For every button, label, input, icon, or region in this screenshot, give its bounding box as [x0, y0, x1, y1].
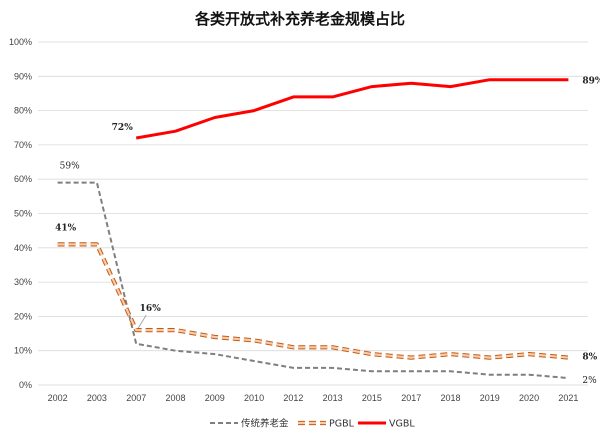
legend-item: 传统养老金: [210, 418, 289, 430]
data-label: 89%: [582, 77, 600, 87]
vgbl-line: [135, 78, 569, 140]
series-path: [135, 78, 569, 140]
data-label: 2%: [582, 376, 597, 386]
label-leaders: [137, 314, 147, 329]
data-label: 16%: [140, 304, 162, 314]
x-tick-label: 2010: [244, 393, 264, 403]
legend: 传统养老金 PGBL VGBL: [210, 418, 415, 430]
data-label: 8%: [582, 353, 597, 363]
legend-label: 传统养老金: [241, 418, 289, 430]
y-tick-label: 60%: [14, 174, 32, 184]
pgbl-line: [57, 242, 569, 360]
x-tick-label: 2007: [126, 393, 146, 403]
x-tick-label: 2018: [440, 393, 460, 403]
x-tick-label: 2003: [87, 393, 107, 403]
legend-label: PGBL: [329, 419, 355, 430]
chart-title: 各类开放式补充养老金规模占比: [194, 10, 405, 28]
x-tick-label: 2009: [205, 393, 225, 403]
data-label: 41%: [55, 223, 77, 233]
y-tick-label: 0%: [19, 380, 32, 390]
grid: [38, 41, 588, 386]
x-tick-label: 2002: [48, 393, 68, 403]
x-tick-label: 2020: [519, 393, 539, 403]
x-tick-label: 2017: [401, 393, 421, 403]
series-path-outline: [57, 242, 569, 360]
x-tick-label: 2008: [165, 393, 185, 403]
legend-item: PGBL: [298, 419, 355, 430]
y-tick-label: 20%: [14, 311, 32, 321]
data-labels: 59% 2% 41% 16% 8% 72% 89%: [55, 77, 600, 386]
y-tick-label: 70%: [14, 140, 32, 150]
y-tick-label: 80%: [14, 106, 32, 116]
y-tick-label: 50%: [14, 209, 32, 219]
y-tick-label: 90%: [14, 71, 32, 81]
series-path: [57, 243, 569, 359]
x-tick-label: 2012: [283, 393, 303, 403]
data-label: 59%: [60, 162, 80, 172]
legend-item: VGBL: [358, 419, 415, 430]
x-tick-label: 2021: [558, 393, 578, 403]
x-tick-label: 2013: [323, 393, 343, 403]
x-axis-ticks: 2002 2003 2007 2008 2009 2010 2012 2013 2015 2017…: [48, 393, 579, 403]
x-tick-label: 2015: [362, 393, 382, 403]
series-path: [57, 181, 569, 380]
y-tick-label: 40%: [14, 243, 32, 253]
y-axis-ticks: 0% 10% 20% 30% 40% 50% 60% 70% 80% 90% 100%: [9, 37, 32, 390]
traditional-pension-line: [57, 181, 569, 380]
data-label: 72%: [112, 123, 134, 133]
x-tick-label: 2019: [480, 393, 500, 403]
legend-label: VGBL: [389, 419, 415, 430]
y-tick-label: 100%: [9, 37, 32, 47]
series-lines: [57, 78, 569, 380]
y-tick-label: 30%: [14, 277, 32, 287]
y-tick-label: 10%: [14, 346, 32, 356]
label-leader-line: [137, 314, 147, 329]
